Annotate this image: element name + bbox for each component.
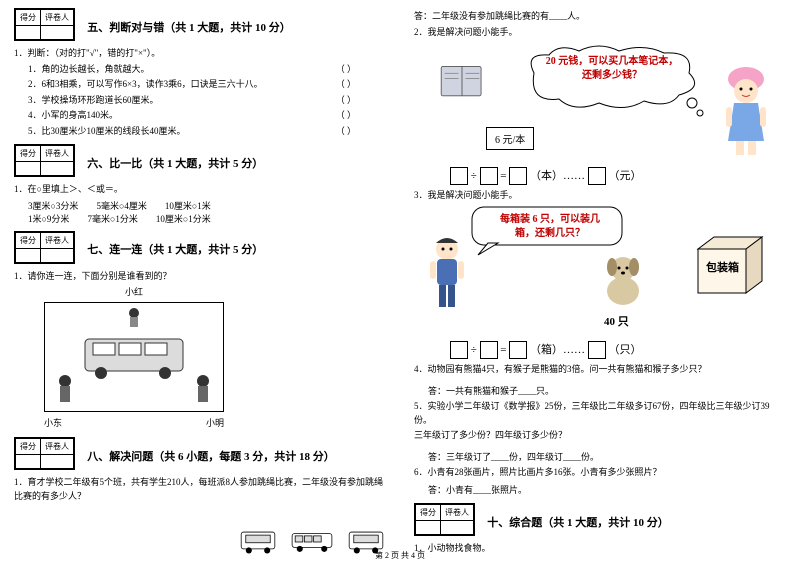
count-40: 40 只 [604, 313, 629, 329]
section-6-title: 六、比一比（共 1 大题，共计 5 分） [87, 155, 263, 171]
left-column: 得分 评卷人 五、判断对与错（共 1 大题，共计 10 分） 1．判断：（对的打… [0, 0, 400, 565]
perspective-picture [44, 302, 224, 412]
sec5-item-5: 5．比30厘米少10厘米的线段长40厘米。（ ） [28, 125, 386, 139]
q3: 3．我是解决问题小能手。 [414, 189, 786, 203]
section-10-title: 十、综合题（共 1 大题，共计 10 分） [487, 514, 669, 530]
score-label: 得分 [16, 10, 41, 26]
a5: 答：三年级订了____份，四年级订____份。 [428, 451, 786, 465]
price-label: 6 元/本 [486, 127, 534, 150]
bubble1-text: 20 元钱，可以买几本笔记本，还剩多少钱？ [532, 55, 692, 83]
section-6: 得分评卷人 六、比一比（共 1 大题，共计 5 分） 1．在○里填上＞、＜或＝。… [14, 144, 386, 225]
dog-icon [594, 251, 652, 311]
q3-illustration: 每箱装 6 只，可以装几箱，还剩几只？ 40 只 包装箱 [414, 205, 786, 335]
section-8-title: 八、解决问题（共 6 小题，每题 3 分，共计 18 分） [87, 448, 335, 464]
van-scene-svg [45, 303, 223, 411]
sec6-row-1: 3厘米○3分米5毫米○4厘米10厘米○1米 [28, 199, 386, 212]
section-10: 得分评卷人 十、综合题（共 1 大题，共计 10 分） 1．小动物找食物。 [414, 503, 786, 556]
bubble2-text: 每箱装 6 只，可以装几箱，还剩几只？ [480, 213, 620, 241]
boy-icon [422, 235, 472, 317]
sec6-lead: 1．在○里填上＞、＜或＝。 [14, 183, 386, 197]
a4: 答：一共有熊猫和猴子____只。 [428, 385, 786, 399]
section-5-title: 五、判断对与错（共 1 大题，共计 10 分） [87, 19, 291, 35]
sec6-row-2: 1米○9分米7毫米○1分米10厘米○1分米 [28, 212, 386, 225]
right-column: 答：二年级没有参加跳绳比赛的有____人。 2．我是解决问题小能手。 20 元钱… [400, 0, 800, 565]
sec5-item-3: 3．学校操场环形跑道长60厘米。（ ） [28, 94, 386, 108]
box-label: 包装箱 [706, 259, 739, 275]
label-bl: 小东 [44, 416, 62, 429]
a6: 答：小青有____张照片。 [428, 484, 786, 498]
score-box-7: 得分评卷人 [14, 231, 75, 264]
score-box-8: 得分评卷人 [14, 437, 75, 470]
score-box-10: 得分评卷人 [414, 503, 475, 536]
ans1: 答：二年级没有参加跳绳比赛的有____人。 [414, 10, 786, 24]
eq2: ÷ = （本）…… （元） [450, 167, 786, 185]
notebook-icon [436, 61, 488, 103]
sec5-item-1: 1．角的边长越长，角就越大。（ ） [28, 63, 386, 77]
section-5: 得分 评卷人 五、判断对与错（共 1 大题，共计 10 分） 1．判断：（对的打… [14, 8, 386, 138]
sec5-item-4: 4．小军的身高140米。（ ） [28, 109, 386, 123]
grader-label: 评卷人 [41, 10, 74, 26]
sec5-item-2: 2．6和3相乘，可以写作6×3，读作3乘6，口诀是三六十八。（ ） [28, 78, 386, 92]
eq3: ÷ = （箱）…… （只） [450, 341, 786, 359]
girl-icon [714, 61, 778, 161]
sec8-q1: 1．育才学校二年级有5个班，共有学生210人，每班派8人参加跳绳比赛，二年级没有… [14, 476, 386, 503]
section-7: 得分评卷人 七、连一连（共 1 大题，共计 5 分） 1．请你连一连，下面分别是… [14, 231, 386, 430]
score-box-5: 得分 评卷人 [14, 8, 75, 41]
q5a: 5．实验小学二年级订《数学报》25份，三年级比二年级多订67份，四年级比三年级少… [414, 400, 786, 427]
q2-illustration: 20 元钱，可以买几本笔记本，还剩多少钱？ 6 元/本 [414, 41, 786, 161]
section-8: 得分评卷人 八、解决问题（共 6 小题，每题 3 分，共计 18 分） 1．育才… [14, 437, 386, 503]
label-br: 小明 [206, 416, 224, 429]
label-top: 小红 [44, 285, 224, 298]
q2: 2．我是解决问题小能手。 [414, 26, 786, 40]
sec7-lead: 1．请你连一连，下面分别是谁看到的？ [14, 270, 386, 284]
score-box-6: 得分评卷人 [14, 144, 75, 177]
section-7-title: 七、连一连（共 1 大题，共计 5 分） [87, 241, 263, 257]
page-footer: 第 2 页 共 4 页 [0, 550, 800, 561]
q4: 4．动物园有熊猫4只，有猴子是熊猫的3倍。问一共有熊猫和猴子多少只？ [414, 363, 786, 377]
q6: 6．小青有28张画片，照片比画片多16张。小青有多少张照片？ [414, 466, 786, 480]
sec5-lead: 1．判断：（对的打"√"，错的打"×"）。 [14, 47, 386, 61]
q5b: 三年级订了多少份？四年级订多少份？ [414, 429, 786, 443]
